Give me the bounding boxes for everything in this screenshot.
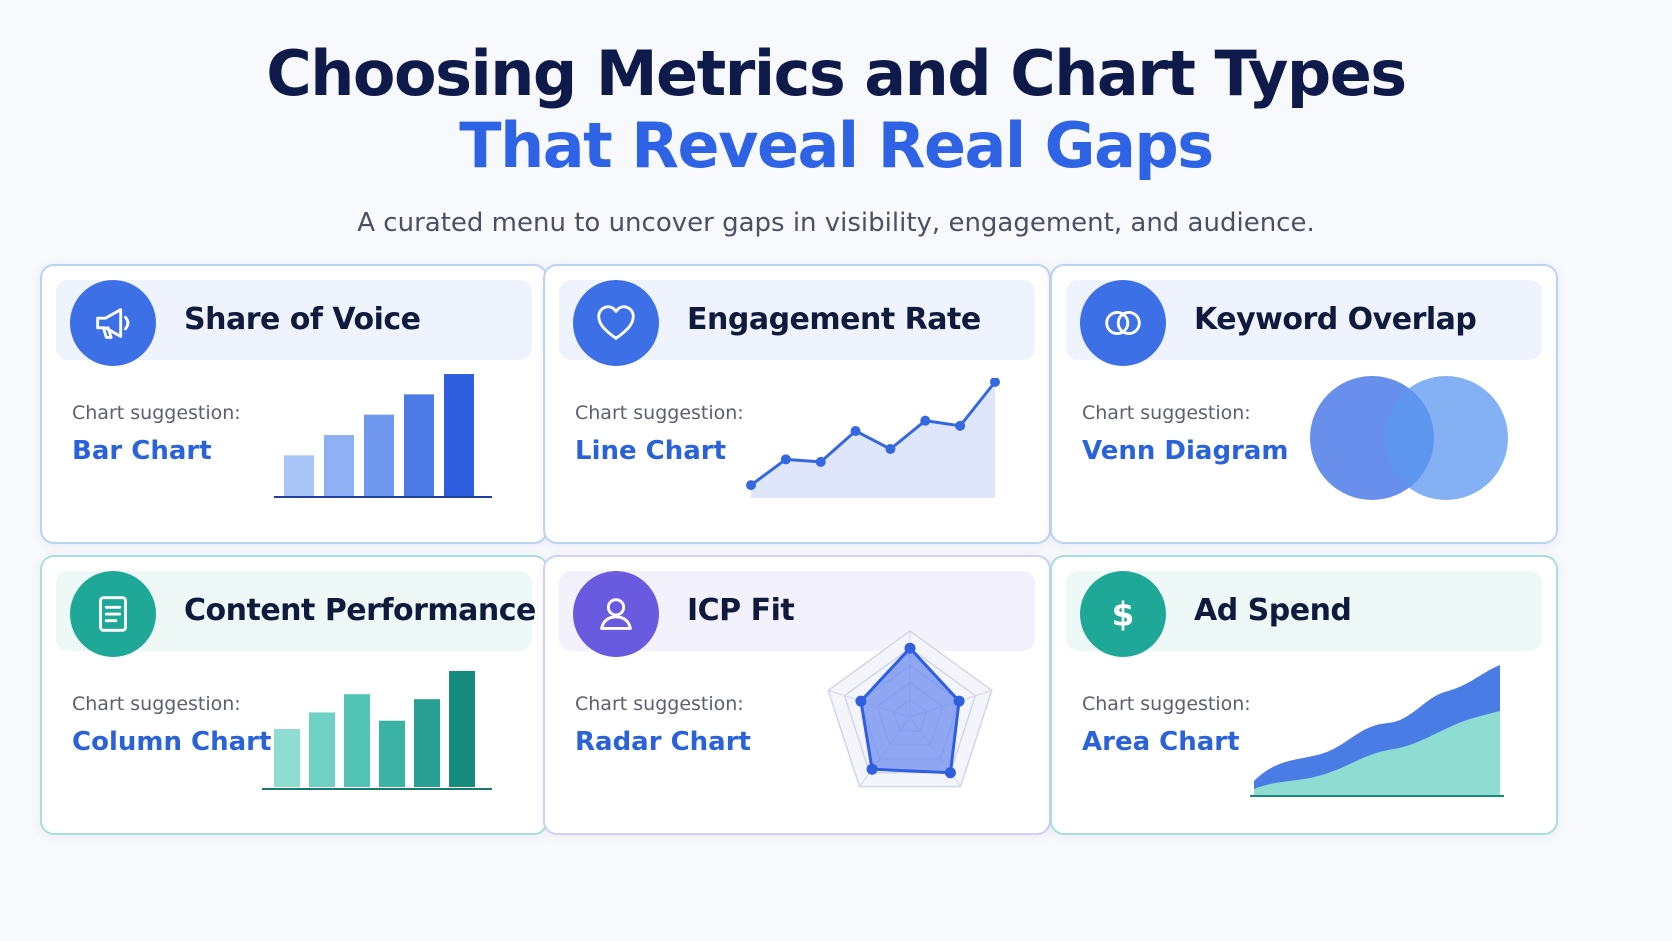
area-chart-thumbnail [1250, 665, 1504, 797]
suggestion-label: Chart suggestion: [72, 402, 241, 424]
bar-chart-thumbnail [274, 374, 492, 498]
bar-mark [364, 414, 394, 496]
suggestion-value: Venn Diagram [1082, 436, 1289, 466]
card-header: ICP Fit [559, 571, 1035, 657]
card-title: ICP Fit [687, 593, 795, 628]
card-header: $ Ad Spend [1066, 571, 1542, 657]
card-header: Engagement Rate [559, 280, 1035, 366]
suggestion-value: Column Chart [72, 727, 272, 757]
bar-mark [444, 374, 474, 496]
line-point [850, 425, 861, 436]
suggestion-label: Chart suggestion: [72, 693, 241, 715]
bar-mark [404, 394, 434, 496]
document-icon [70, 571, 156, 657]
card-header: Keyword Overlap [1066, 280, 1542, 366]
metric-card-content-performance[interactable]: Content Performance Chart suggestion: Co… [40, 555, 548, 835]
column-mark [309, 712, 335, 787]
metric-card-keyword-overlap[interactable]: Keyword Overlap Chart suggestion: Venn D… [1050, 264, 1558, 544]
line-area-fill [751, 382, 995, 498]
title-block: Choosing Metrics and Chart Types That Re… [0, 38, 1672, 182]
column-chart-thumbnail [262, 671, 492, 790]
card-header: Share of Voice [56, 280, 532, 366]
card-title: Engagement Rate [687, 302, 981, 337]
column-mark [344, 694, 370, 787]
megaphone-icon [70, 280, 156, 366]
metric-card-icp-fit[interactable]: ICP Fit Chart suggestion: Radar Chart [543, 555, 1051, 835]
card-title: Content Performance [184, 593, 536, 628]
page-title-highlight: That Reveal Real Gaps [459, 109, 1214, 182]
radar-point [944, 767, 956, 779]
radar-chart-thumbnail [827, 630, 993, 788]
column-mark [379, 720, 405, 787]
column-mark [414, 699, 440, 787]
line-point [746, 480, 756, 491]
line-point [920, 415, 931, 426]
column-mark [449, 671, 475, 787]
svg-text:$: $ [1112, 596, 1135, 634]
suggestion-label: Chart suggestion: [1082, 693, 1251, 715]
bar-mark [284, 455, 314, 496]
line-point [955, 420, 966, 431]
suggestion-label: Chart suggestion: [575, 402, 744, 424]
card-title: Keyword Overlap [1194, 302, 1477, 337]
venn-diagram-thumbnail [1310, 376, 1508, 500]
line-point [990, 378, 1000, 387]
metric-card-engagement-rate[interactable]: Engagement Rate Chart suggestion: Line C… [543, 264, 1051, 544]
line-point [885, 444, 896, 455]
radar-series [859, 645, 961, 775]
card-header: Content Performance [56, 571, 536, 657]
overlapping-rings-icon [1080, 280, 1166, 366]
venn-set-b [1384, 376, 1508, 500]
radar-point [904, 642, 916, 654]
heart-icon [573, 280, 659, 366]
card-title: Ad Spend [1194, 593, 1352, 628]
suggestion-value: Line Chart [575, 436, 727, 466]
line-series [750, 381, 997, 487]
dollar-icon: $ [1080, 571, 1166, 657]
area-series-front [1254, 711, 1500, 797]
suggestion-value: Bar Chart [72, 436, 212, 466]
card-title: Share of Voice [184, 302, 421, 337]
suggestion-label: Chart suggestion: [1082, 402, 1251, 424]
line-point [780, 454, 791, 465]
column-mark [274, 729, 300, 787]
radar-point [855, 695, 867, 707]
line-point [815, 456, 826, 467]
radar-point [866, 763, 878, 775]
line-chart-thumbnail [746, 378, 1000, 498]
metric-card-ad-spend[interactable]: $ Ad Spend Chart suggestion: Area Chart [1050, 555, 1558, 835]
suggestion-value: Area Chart [1082, 727, 1240, 757]
suggestion-value: Radar Chart [575, 727, 751, 757]
metric-card-share-of-voice[interactable]: Share of Voice Chart suggestion: Bar Cha… [40, 264, 548, 544]
suggestion-label: Chart suggestion: [575, 693, 744, 715]
bar-mark [324, 435, 354, 496]
radar-point [953, 695, 965, 707]
page-title: Choosing Metrics and Chart Types [266, 37, 1407, 110]
radar-grid-ring [843, 647, 977, 774]
user-icon [573, 571, 659, 657]
page-subtitle: A curated menu to uncover gaps in visibi… [357, 208, 1315, 238]
